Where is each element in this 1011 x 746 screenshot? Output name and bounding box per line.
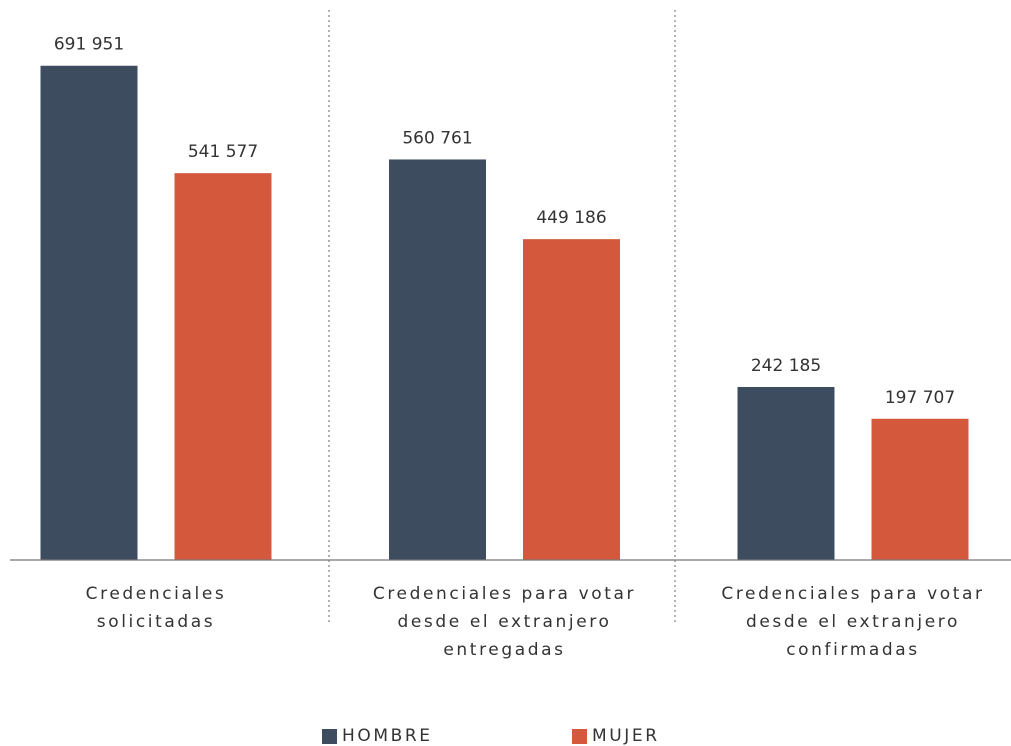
x-tick-label: Credenciales solicitadas: [85, 584, 227, 632]
value-label: 449 186: [536, 208, 606, 228]
bar: [871, 418, 969, 560]
legend-item: HOMBRE: [322, 726, 433, 746]
x-tick-label: Credenciales para votar desde el extranj…: [372, 584, 637, 660]
value-label: 541 577: [188, 142, 258, 162]
value-label: 560 761: [402, 128, 472, 148]
bar: [737, 387, 835, 560]
bar: [523, 239, 620, 560]
bar: [389, 159, 486, 560]
legend-label: MUJER: [592, 726, 660, 746]
value-label: 197 707: [885, 388, 955, 408]
bar: [40, 65, 138, 561]
legend-swatch: [572, 728, 587, 744]
legend-item: MUJER: [572, 726, 660, 746]
value-label: 691 951: [54, 35, 124, 55]
bar: [174, 173, 272, 560]
x-tick-label: Credenciales para votar desde el extranj…: [721, 584, 985, 660]
legend-label: HOMBRE: [342, 726, 433, 746]
legend-swatch: [322, 728, 337, 744]
value-label: 242 185: [751, 356, 821, 376]
